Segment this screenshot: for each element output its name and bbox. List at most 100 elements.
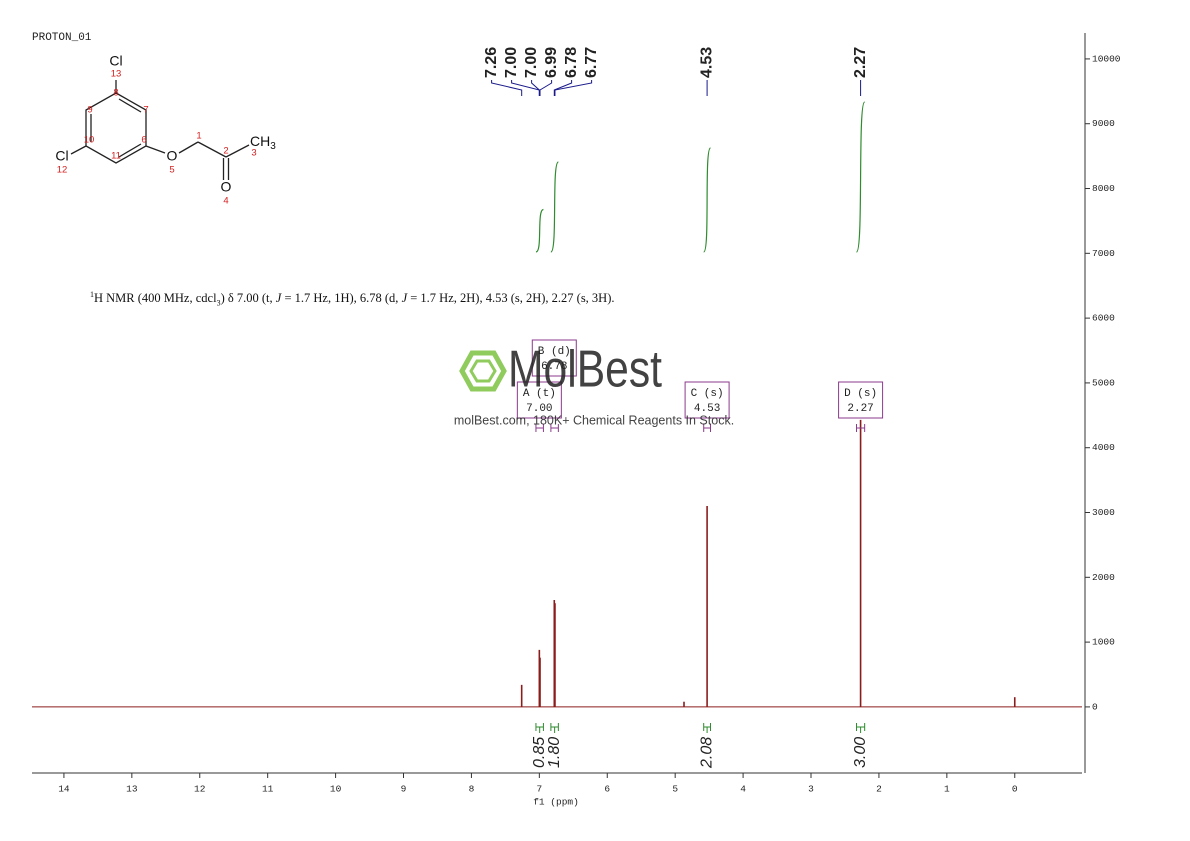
atom-number: 2 — [223, 146, 228, 157]
x-tick-label: 9 — [401, 784, 407, 795]
description-part: = 1.7 Hz, 2H), 4.53 (s, 2H), 2.27 (s, 3H… — [407, 291, 615, 306]
peak-label-connector — [491, 80, 523, 96]
x-axis-title: f1 (ppm) — [533, 797, 579, 808]
y-tick-label: 0 — [1092, 701, 1098, 712]
atom-number: 5 — [169, 165, 174, 176]
bond — [178, 141, 199, 154]
watermark-icon — [459, 350, 507, 392]
peak-label: 6.78 — [563, 47, 580, 78]
watermark-brand: MolBest — [508, 341, 662, 399]
description-part: ) δ 7.00 (t, — [220, 291, 276, 306]
peak-label: 2.27 — [852, 47, 869, 78]
atom-number: 6 — [141, 135, 146, 146]
integral-curve — [535, 208, 544, 253]
y-tick-label: 8000 — [1092, 183, 1115, 194]
multiplet-box — [531, 339, 577, 377]
watermark-tagline: molBest.com, 180K+ Chemical Reagents In … — [454, 413, 734, 427]
peak-label-connector — [539, 80, 553, 96]
multiplet-name: C (s) — [691, 388, 724, 400]
atom-number: 9 — [87, 105, 92, 116]
watermark-icon — [469, 359, 497, 383]
peak-label-connector — [554, 80, 593, 96]
multiplet-range — [856, 424, 866, 432]
atom-number: 13 — [111, 69, 122, 80]
peak-label-connector — [511, 80, 540, 96]
multiplet-name: A (t) — [523, 388, 556, 400]
atom: O — [221, 179, 232, 195]
description-part: J — [275, 291, 282, 306]
atom: O — [167, 148, 178, 164]
peak-label: 7.00 — [523, 47, 540, 78]
integral-range — [550, 723, 559, 733]
x-tick-label: 0 — [1012, 784, 1018, 795]
integral-curve — [703, 147, 712, 253]
y-tick-label: 10000 — [1092, 53, 1121, 64]
atom-number: 7 — [143, 105, 148, 116]
x-tick-label: 6 — [604, 784, 610, 795]
atom: Cl — [109, 53, 122, 69]
peak-label: 6.77 — [583, 47, 600, 78]
x-tick-label: 7 — [536, 784, 542, 795]
atom-number: 4 — [223, 196, 228, 207]
y-tick-label: 5000 — [1092, 377, 1115, 388]
y-tick-label: 6000 — [1092, 313, 1115, 324]
chart-title: PROTON_01 — [32, 32, 92, 44]
integral-label: 2.08 — [698, 737, 715, 769]
multiplet-shift: 2.27 — [847, 403, 873, 415]
x-tick-label: 1 — [944, 784, 950, 795]
multiplet-name: B (d) — [538, 346, 571, 358]
double-bond — [118, 143, 142, 158]
bond — [197, 141, 227, 158]
integral-curve — [550, 161, 559, 253]
description-part: = 1.7 Hz, 1H), 6.78 (d, — [281, 291, 402, 306]
integral-label: 3.00 — [852, 737, 869, 768]
bond — [70, 145, 87, 155]
y-tick-label: 7000 — [1092, 248, 1115, 259]
atom-symbol: CH — [250, 133, 270, 149]
multiplet-box — [684, 381, 730, 419]
peak-label: 4.53 — [698, 47, 715, 78]
multiplet-name: D (s) — [844, 388, 877, 400]
ring — [85, 92, 147, 164]
multiplet-shift: 7.00 — [526, 403, 552, 415]
description-part: 3 — [216, 298, 221, 308]
bond — [145, 145, 166, 154]
peak-label: 7.00 — [503, 47, 520, 78]
x-tick-label: 12 — [194, 784, 206, 795]
peak-label: 6.99 — [543, 47, 560, 78]
structure: Cl 13 Cl 12 O 5 O 4 CH3 3 8 7 6 11 10 9 … — [55, 53, 276, 207]
integral-range — [535, 723, 544, 733]
description: 1H NMR (400 MHz, cdcl3) δ 7.00 (t, J = 1… — [90, 290, 615, 308]
description-part: 1 — [90, 290, 94, 299]
multiplet-box — [516, 381, 562, 419]
x-tick-label: 3 — [808, 784, 814, 795]
multiplet-range — [703, 424, 711, 432]
multiplet-shift: 6.78 — [541, 361, 567, 373]
x-tick-label: 4 — [740, 784, 746, 795]
atom-number: 8 — [113, 88, 118, 99]
x-tick-label: 13 — [126, 784, 138, 795]
integral-range — [856, 723, 866, 733]
multiplet-shift: 4.53 — [694, 403, 720, 415]
atom-subscript: 3 — [270, 141, 276, 152]
double-bond — [118, 98, 142, 113]
bond — [225, 144, 250, 158]
description-part: H NMR (400 MHz, cdcl — [94, 291, 217, 306]
x-tick-label: 14 — [58, 784, 70, 795]
multiplet-range — [550, 424, 559, 432]
atom-number: 3 — [251, 148, 256, 159]
y-tick-label: 4000 — [1092, 442, 1115, 453]
y-tick-label: 1000 — [1092, 637, 1115, 648]
x-tick-label: 10 — [330, 784, 342, 795]
y-tick-label: 2000 — [1092, 572, 1115, 583]
atom-number: 1 — [196, 131, 201, 142]
atom-number: 11 — [111, 151, 121, 162]
atom-number: 10 — [84, 135, 95, 146]
integral-label: 1.80 — [546, 737, 563, 768]
description-part: J — [401, 291, 408, 306]
multiplet-range — [535, 424, 544, 432]
x-tick-label: 2 — [876, 784, 882, 795]
x-tick-label: 5 — [672, 784, 678, 795]
